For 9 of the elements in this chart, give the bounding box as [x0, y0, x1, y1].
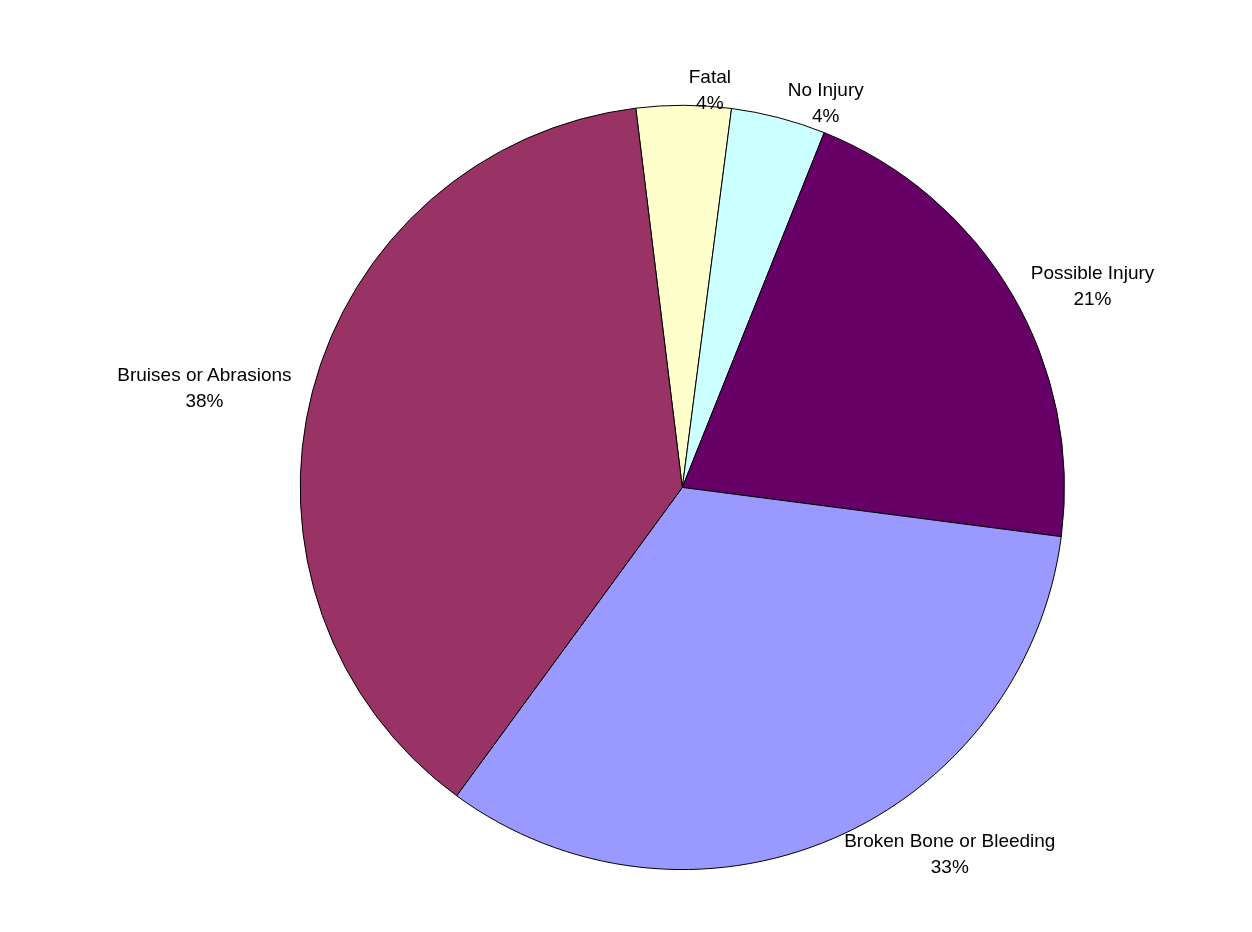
slice-label: No Injury — [787, 78, 865, 100]
slice-label: Fatal — [688, 65, 731, 87]
slice-label: Broken Bone or Bleeding — [844, 829, 1056, 851]
slice-label: Bruises or Abrasions — [117, 363, 292, 385]
data-label: 4% — [811, 104, 840, 126]
slice-label: Possible Injury — [1030, 262, 1155, 284]
data-label: 33% — [930, 855, 969, 877]
data-label: 38% — [185, 389, 224, 411]
data-label: 21% — [1073, 288, 1112, 310]
